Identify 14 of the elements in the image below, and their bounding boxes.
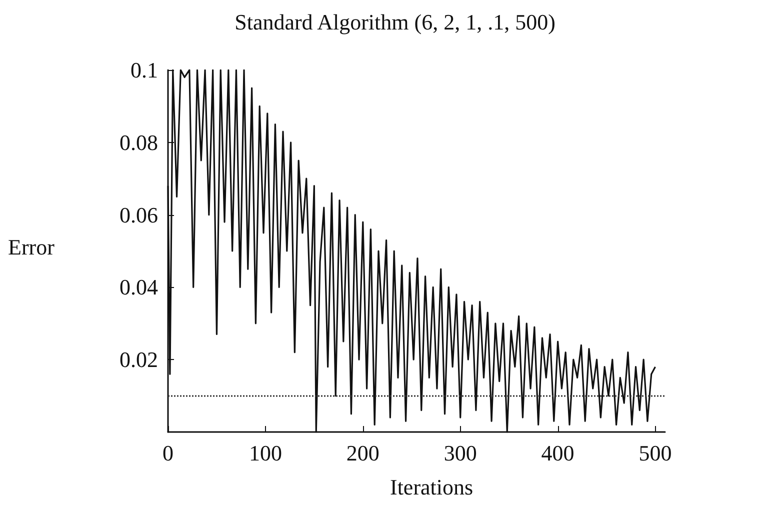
x-tick-label: 400 — [541, 440, 574, 466]
x-tick-label: 100 — [248, 440, 282, 466]
x-tick-label: 300 — [444, 440, 477, 466]
y-tick-label: 0.02 — [120, 347, 158, 372]
y-tick-label: 0.06 — [120, 202, 158, 228]
x-tick-label: 200 — [346, 440, 380, 466]
y-axis-title: Error — [8, 234, 56, 260]
x-tick-label: 500 — [638, 440, 672, 466]
x-axis-title: Iterations — [390, 474, 474, 500]
chart-title: Standard Algorithm (6, 2, 1, .1, 500) — [234, 10, 556, 34]
x-tick-label: 0 — [162, 440, 174, 466]
y-tick-label: 0.08 — [120, 130, 158, 155]
y-tick-label: 0.1 — [130, 58, 158, 82]
y-tick-label: 0.04 — [120, 274, 158, 300]
